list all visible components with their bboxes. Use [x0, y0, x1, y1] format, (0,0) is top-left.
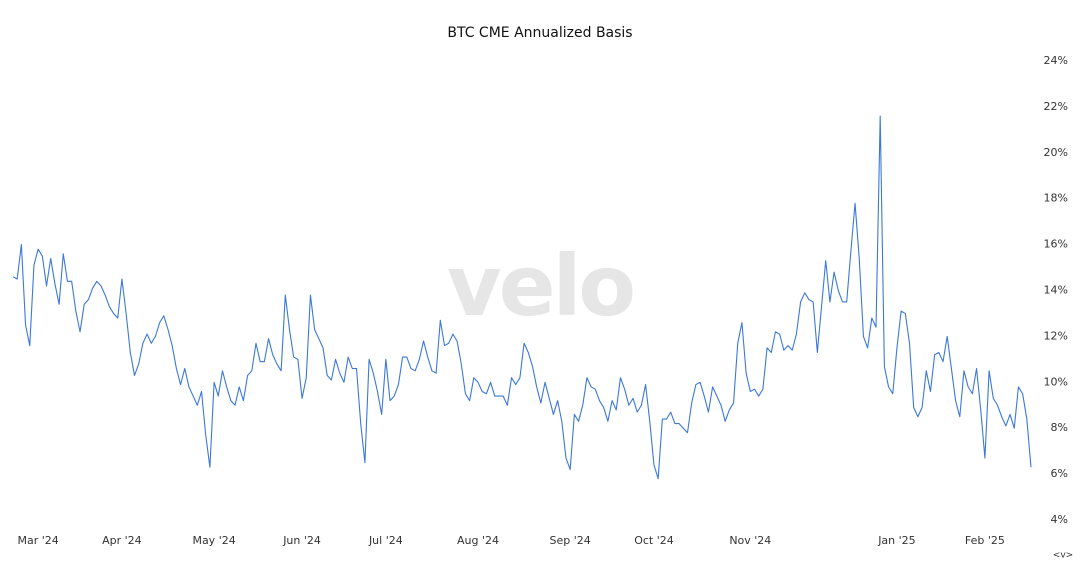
watermark: velo — [447, 237, 634, 335]
x-tick-label: Apr '24 — [102, 534, 142, 547]
x-tick-label: Mar '24 — [17, 534, 58, 547]
x-tick-label: Nov '24 — [729, 534, 771, 547]
x-tick-label: Oct '24 — [634, 534, 674, 547]
chart-title: BTC CME Annualized Basis — [447, 25, 632, 41]
x-tick-label: May '24 — [192, 534, 235, 547]
y-tick-label: 12% — [1044, 329, 1068, 342]
y-tick-label: 16% — [1044, 238, 1068, 251]
y-tick-label: 20% — [1044, 146, 1068, 159]
x-tick-label: Jun '24 — [282, 534, 321, 547]
y-tick-label: 22% — [1044, 100, 1068, 113]
x-tick-label: Aug '24 — [457, 534, 499, 547]
x-tick-label: Jan '25 — [877, 534, 915, 547]
y-tick-label: 10% — [1044, 375, 1068, 388]
y-tick-label: 4% — [1051, 513, 1068, 526]
x-tick-label: Feb '25 — [965, 534, 1005, 547]
x-tick-label: Sep '24 — [550, 534, 591, 547]
y-tick-label: 24% — [1044, 54, 1068, 67]
line-series — [12, 115, 1032, 480]
x-tick-label: Jul '24 — [368, 534, 403, 547]
y-tick-label: 18% — [1044, 192, 1068, 205]
y-tick-label: 8% — [1051, 421, 1068, 434]
y-tick-label: 6% — [1051, 467, 1068, 480]
y-tick-label: 14% — [1044, 284, 1068, 297]
nav-hint[interactable]: <v> — [1053, 551, 1073, 561]
